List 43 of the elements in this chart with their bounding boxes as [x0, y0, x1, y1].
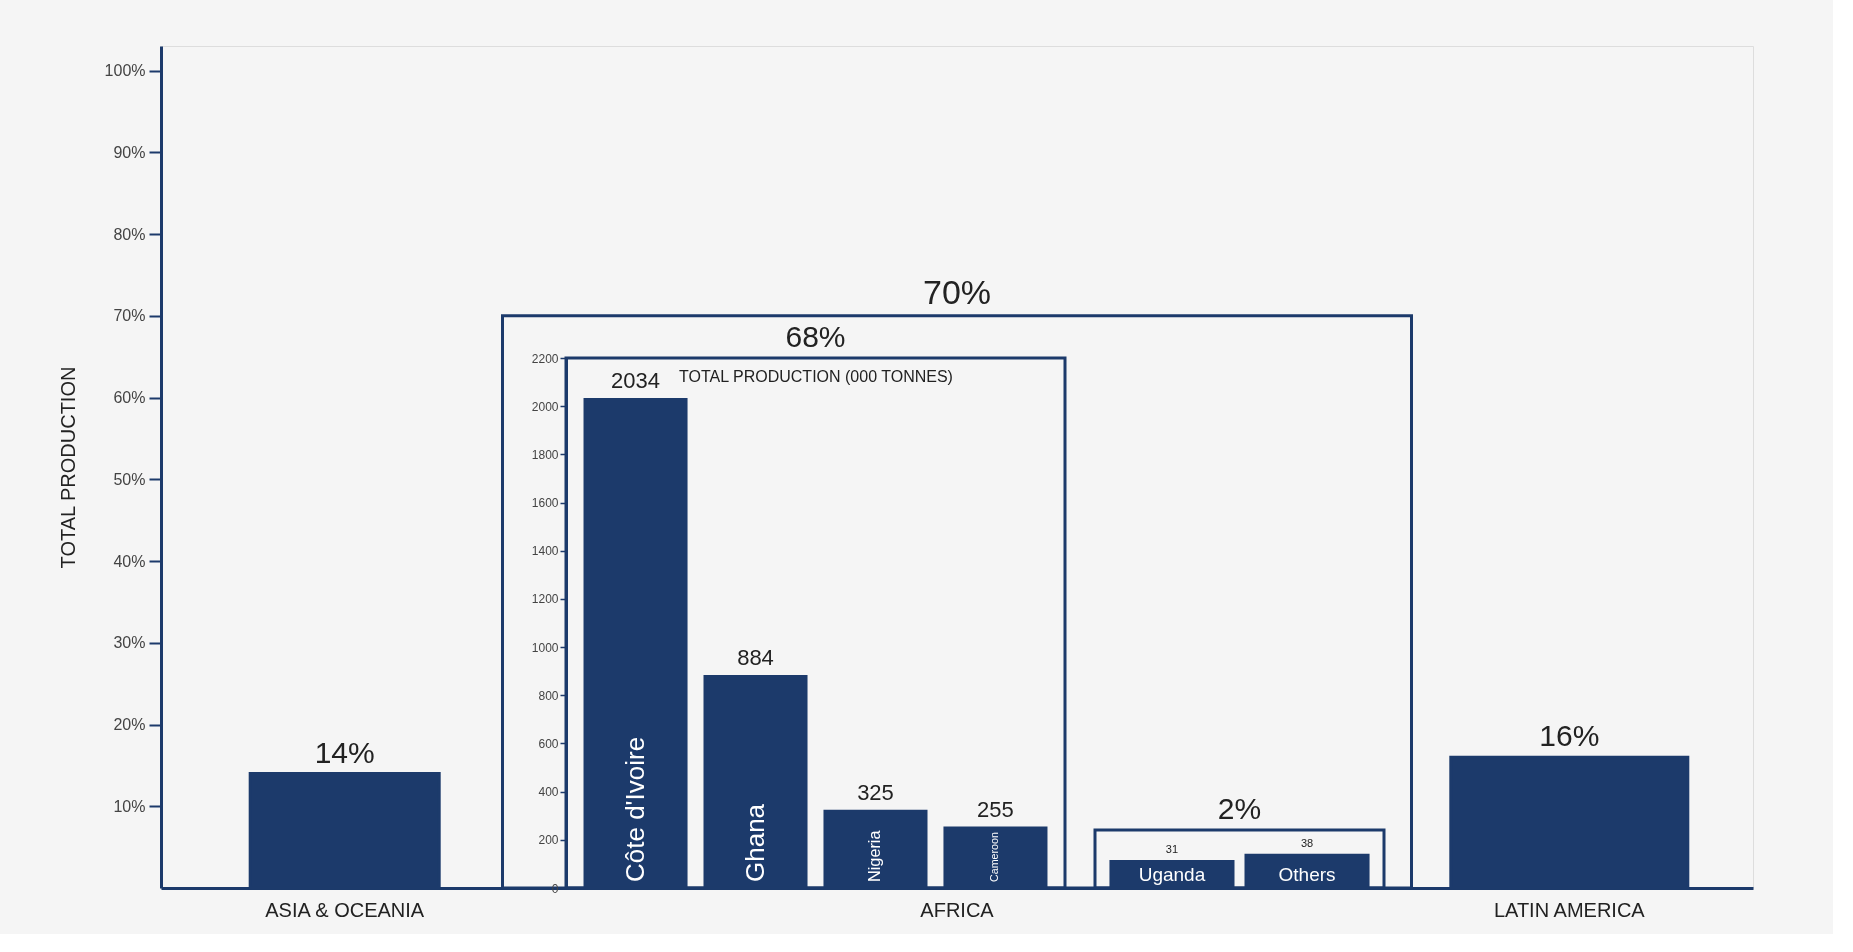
y-tick-label: 40% — [113, 552, 146, 570]
y-tick-label: 1400 — [531, 544, 559, 559]
x-tick-label: Cameroon — [988, 831, 1001, 882]
x-tick-label: Ghana — [739, 803, 770, 882]
y-axis-title: TOTAL PRODUCTION (000 TONNES) — [679, 367, 953, 385]
y-tick-label: 1600 — [531, 496, 559, 511]
y-tick-label: 2200 — [531, 351, 559, 366]
y-tick-label: 2000 — [531, 399, 559, 414]
y-tick-label: 1800 — [531, 447, 559, 462]
x-tick-label: Others — [1278, 864, 1336, 885]
annotation: 68% — [785, 320, 846, 353]
data-label: 2034 — [611, 367, 661, 393]
x-tick-label: AFRICA — [920, 898, 995, 921]
x-tick-label: ASIA & OCEANIA — [265, 898, 425, 921]
y-axis-title: TOTAL PRODUCTION — [56, 366, 79, 569]
data-label: 70% — [922, 272, 992, 311]
y-tick-label: 50% — [113, 470, 146, 488]
data-label: 31 — [1165, 843, 1179, 856]
y-tick-label: 600 — [538, 736, 559, 751]
y-tick-label: 70% — [113, 307, 146, 325]
y-tick-label: 1200 — [531, 592, 559, 607]
data-label: 255 — [977, 796, 1014, 822]
y-tick-label: 200 — [538, 833, 559, 848]
x-tick-label: LATIN AMERICA — [1493, 898, 1646, 921]
annotation: 2% — [1217, 792, 1262, 825]
y-tick-label: 90% — [113, 143, 146, 161]
x-tick-label: Nigeria — [865, 829, 884, 882]
data-label: 325 — [857, 779, 894, 805]
y-tick-label: 80% — [113, 225, 146, 243]
data-label: 16% — [1539, 719, 1600, 753]
y-tick-label: 100% — [104, 62, 146, 80]
y-tick-label: 800 — [538, 688, 559, 703]
y-tick-label: 60% — [113, 389, 146, 407]
y-tick-label: 20% — [113, 716, 146, 733]
x-tick-label: Uganda — [1138, 864, 1206, 885]
y-tick-label: 400 — [538, 785, 559, 800]
data-label: 14% — [314, 735, 375, 769]
y-tick-label: 30% — [113, 634, 146, 652]
data-label: 38 — [1300, 836, 1314, 849]
y-tick-label: 1000 — [531, 640, 559, 655]
y-tick-label: 10% — [113, 797, 146, 815]
x-tick-label: Côte d'Ivoire — [619, 736, 650, 882]
data-label: 884 — [737, 645, 774, 671]
